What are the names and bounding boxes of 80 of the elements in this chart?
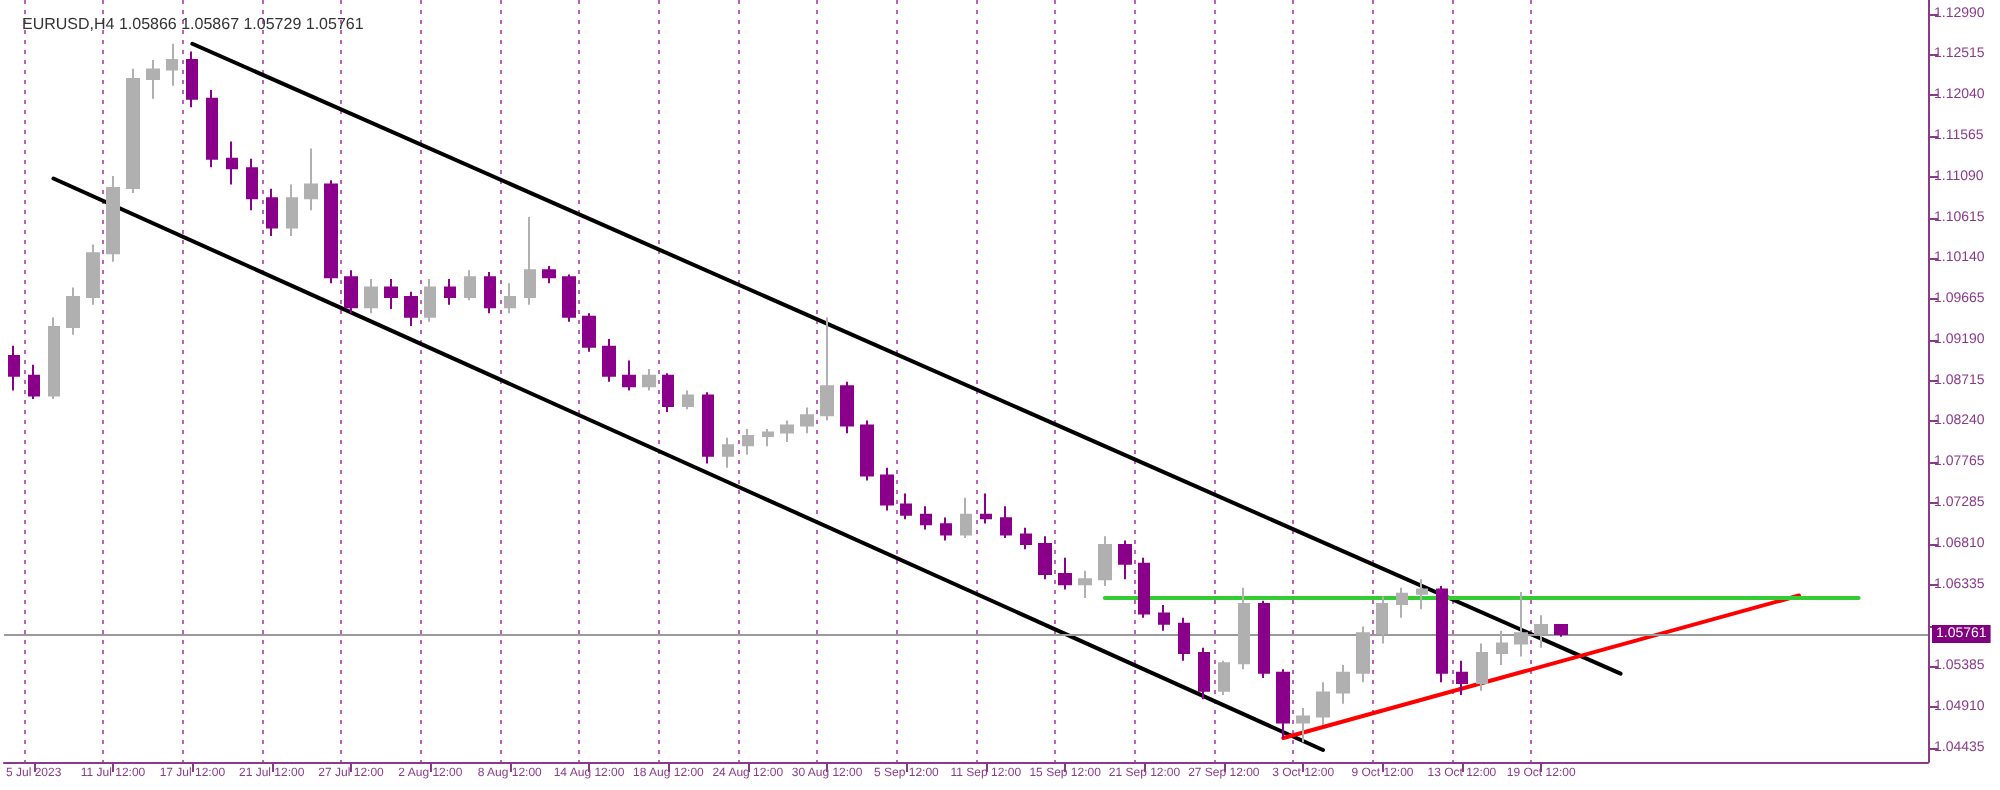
candlestick (1038, 535, 1052, 581)
candlestick (1178, 616, 1190, 662)
candlestick (1396, 586, 1408, 619)
candlestick (28, 363, 40, 401)
candlestick (206, 89, 218, 169)
candlestick (1218, 659, 1230, 697)
candlestick (504, 282, 516, 315)
candlestick (1158, 603, 1170, 632)
candlestick (1000, 505, 1012, 540)
candlestick (1554, 623, 1568, 638)
candlestick (602, 337, 616, 383)
candlestick (424, 277, 436, 323)
candlestick (324, 179, 338, 285)
candlestick (1020, 526, 1032, 551)
candlestick (1058, 556, 1072, 591)
candlestick (1514, 591, 1528, 658)
candlestick (86, 243, 100, 306)
candlestick (1356, 625, 1370, 684)
candlestick (1336, 664, 1350, 705)
candlestick (1258, 599, 1270, 679)
text: EURUSD,H4 1.05866 1.05867 1.05729 1.05761 (22, 15, 365, 33)
candlestick (1238, 586, 1250, 671)
candlestick (800, 406, 814, 435)
candlestick (642, 367, 656, 392)
candlestick (840, 380, 854, 435)
candlestick (106, 174, 120, 263)
candlestick (384, 277, 398, 310)
candlestick (662, 372, 674, 413)
candlestick (444, 277, 456, 306)
candlestick (464, 269, 476, 302)
candlestick (1496, 629, 1508, 667)
candlestick (48, 316, 60, 401)
candlestick (344, 269, 358, 315)
candlestick (1376, 595, 1388, 645)
candlestick (1198, 646, 1210, 701)
candlestick (820, 316, 834, 422)
candlestick (780, 419, 794, 443)
candlestick (126, 67, 140, 195)
candlestick (1416, 578, 1428, 611)
candlestick (166, 42, 178, 87)
candlestick (722, 436, 734, 469)
candlestick (1476, 642, 1488, 692)
candlestick (742, 428, 754, 456)
candlestick (980, 492, 992, 525)
candlestick (8, 344, 20, 392)
candlestick (1118, 539, 1132, 581)
candlestick (1276, 668, 1290, 739)
candlestick (1436, 585, 1448, 684)
candlestick (940, 516, 952, 542)
candlestick (1456, 659, 1468, 697)
candlestick (880, 466, 894, 512)
candlestick (1534, 614, 1548, 649)
candlestick (562, 273, 576, 323)
candlestick (146, 59, 160, 100)
candlestick (66, 286, 80, 336)
candlestick (860, 419, 874, 482)
candlestick (920, 505, 932, 531)
candlestick (364, 277, 378, 315)
candlestick (246, 157, 258, 212)
candlestick (762, 428, 774, 448)
candlestick (226, 140, 238, 186)
candlestick (542, 265, 556, 285)
candlestick (1078, 569, 1092, 600)
candlestick (266, 187, 278, 237)
candlestick (960, 496, 972, 540)
candlestick (404, 290, 418, 328)
candlestick (702, 391, 714, 465)
candlestick (1098, 535, 1112, 588)
candlestick (682, 389, 694, 411)
candlestick (900, 492, 912, 521)
candlestick (524, 216, 536, 306)
candlestick (286, 183, 298, 237)
candlestick (1296, 706, 1310, 744)
candlestick (484, 271, 496, 315)
candlestick (622, 359, 636, 392)
candlestick (582, 312, 596, 353)
candlestick (304, 147, 318, 212)
candlestick (186, 50, 198, 109)
candlestick (1138, 556, 1150, 619)
candlestick (1316, 681, 1330, 727)
